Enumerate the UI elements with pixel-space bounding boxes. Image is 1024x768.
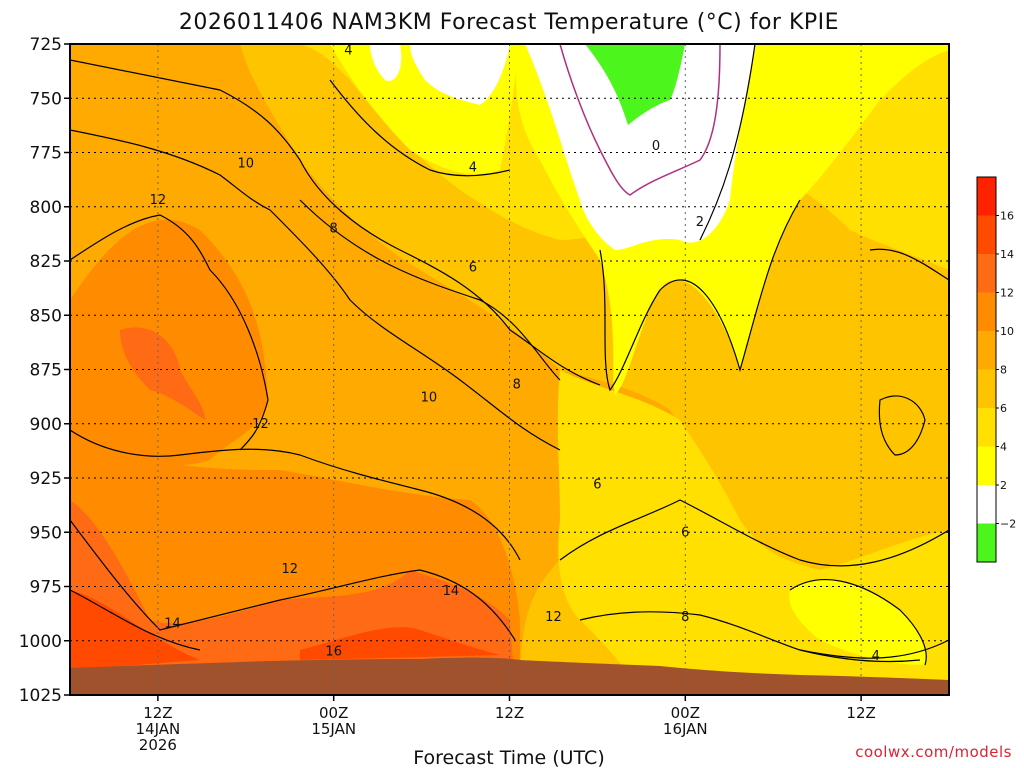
contour-0 (559, 44, 721, 196)
contour-label: 10 (238, 156, 255, 171)
colorbar-label: 8 (1000, 364, 1007, 377)
x-tick-label: 2026 (139, 736, 177, 754)
contour-label: 8 (330, 221, 338, 236)
colorbar-label: 6 (1000, 402, 1007, 415)
x-tick-label: 16JAN (663, 720, 708, 738)
contour-label: 12 (545, 610, 562, 625)
colorbar-swatch (977, 408, 996, 447)
colorbar-swatch (977, 254, 996, 293)
x-tick-label: 14JAN (136, 720, 181, 738)
x-tick-label: 12Z (846, 704, 875, 722)
colorbar-swatch (977, 215, 996, 254)
contour-label: 8 (681, 610, 689, 625)
band-4-6-lower (789, 579, 927, 665)
colorbar-swatch (977, 485, 996, 524)
colorbar-swatch (977, 292, 996, 331)
y-tick-label: 1000 (19, 632, 62, 652)
y-axis: 725 750 775 800 825 850 875 900 925 950 975 1000 102… (19, 35, 70, 706)
y-tick-label: 850 (30, 306, 62, 326)
y-tick-label: 775 (30, 144, 62, 164)
y-tick-label: 800 (30, 198, 62, 218)
band-2-4-b (370, 44, 402, 81)
band-2-4 (525, 44, 755, 250)
colorbar-swatch (977, 177, 996, 216)
y-tick-label: 900 (30, 415, 62, 435)
y-tick-label: 975 (30, 578, 62, 598)
contour-label: 10 (421, 391, 438, 406)
band-12-14 (70, 219, 268, 466)
colorbar-swatch (977, 523, 996, 562)
colorbar-label: 16 (1000, 210, 1014, 223)
contour-label: 12 (150, 193, 167, 208)
band-16-plus-b (300, 627, 500, 660)
contour-label: 6 (593, 478, 601, 493)
colorbar: −2 2 4 6 8 10 12 14 16 (976, 176, 1016, 563)
contour-label: 14 (164, 616, 181, 631)
contour-label: 2 (696, 215, 704, 230)
y-tick-label: 725 (30, 35, 62, 55)
x-tick-label: 12Z (495, 704, 524, 722)
x-tick-label: 00Z (671, 704, 700, 722)
band-14-16-upper (120, 327, 205, 420)
contour-label: 4 (469, 161, 477, 176)
colorbar-swatch (977, 369, 996, 408)
contour-label: 14 (443, 584, 460, 599)
y-tick-label: 875 (30, 361, 62, 381)
contour-label: 0 (652, 139, 660, 154)
contour-label: 16 (325, 645, 342, 660)
temperature-field: 4 10 12 8 4 0 2 6 8 10 12 6 6 12 14 12 8 14 16 4 (70, 44, 949, 695)
y-tick-label: 825 (30, 252, 62, 272)
colorbar-label: −2 (1000, 518, 1016, 531)
band-2-4-c (410, 44, 510, 105)
credit-link[interactable]: coolwx.com/models (855, 743, 1012, 761)
band-below-0 (585, 44, 685, 125)
colorbar-label: 4 (1000, 441, 1007, 454)
colorbar-label: 14 (1000, 248, 1014, 261)
colorbar-swatch (977, 331, 996, 370)
colorbar-label: 2 (1000, 479, 1007, 492)
x-tick-label: 00Z (319, 704, 348, 722)
chart-title: 2026011406 NAM3KM Forecast Temperature (… (179, 10, 839, 35)
band-16-plus (70, 590, 200, 670)
contour-labels: 4 10 12 8 4 0 2 6 8 10 12 6 6 12 14 12 8 14 16 4 (150, 44, 880, 664)
contour-lines (70, 44, 949, 666)
contour-label: 6 (681, 525, 689, 540)
x-axis-label: Forecast Time (UTC) (413, 747, 604, 768)
x-tick-label: 15JAN (311, 720, 356, 738)
contour-label: 4 (872, 649, 880, 664)
x-tick-label: 12Z (143, 704, 172, 722)
colorbar-label: 12 (1000, 287, 1014, 300)
contour-label: 12 (281, 562, 298, 577)
y-tick-label: 925 (30, 469, 62, 489)
y-tick-label: 950 (30, 523, 62, 543)
contour-label: 12 (252, 417, 269, 432)
contour-label: 4 (344, 44, 352, 59)
colorbar-label: 10 (1000, 325, 1014, 338)
grid-lines (70, 44, 949, 695)
ground-fill (70, 657, 949, 695)
y-tick-label: 1025 (19, 686, 62, 706)
contour-label: 6 (469, 261, 477, 276)
contour-label: 8 (513, 378, 521, 393)
colorbar-swatch (977, 446, 996, 485)
y-tick-label: 750 (30, 89, 62, 109)
